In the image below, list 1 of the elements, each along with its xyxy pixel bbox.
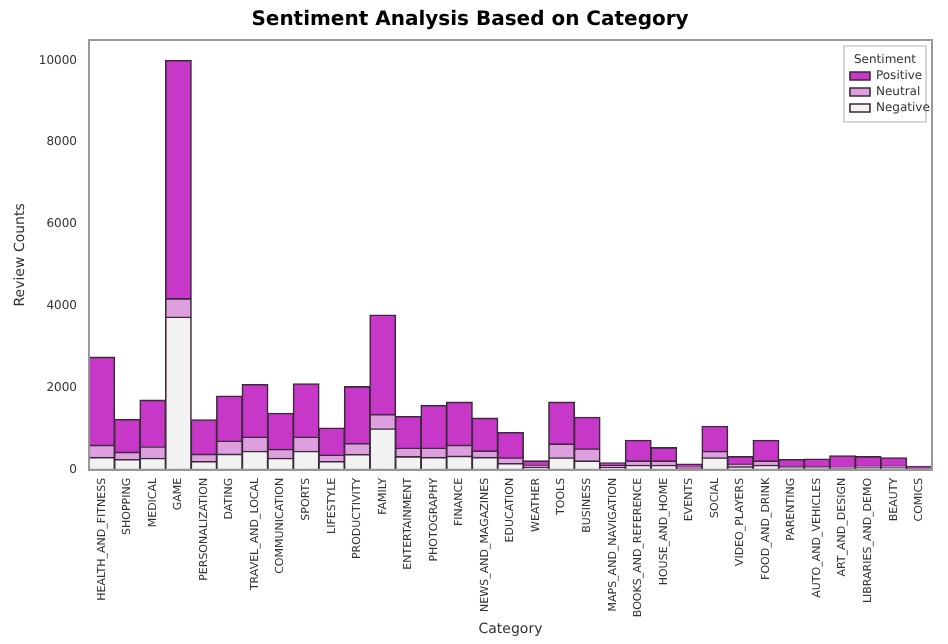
chart-title: Sentiment Analysis Based on Category	[251, 9, 690, 32]
